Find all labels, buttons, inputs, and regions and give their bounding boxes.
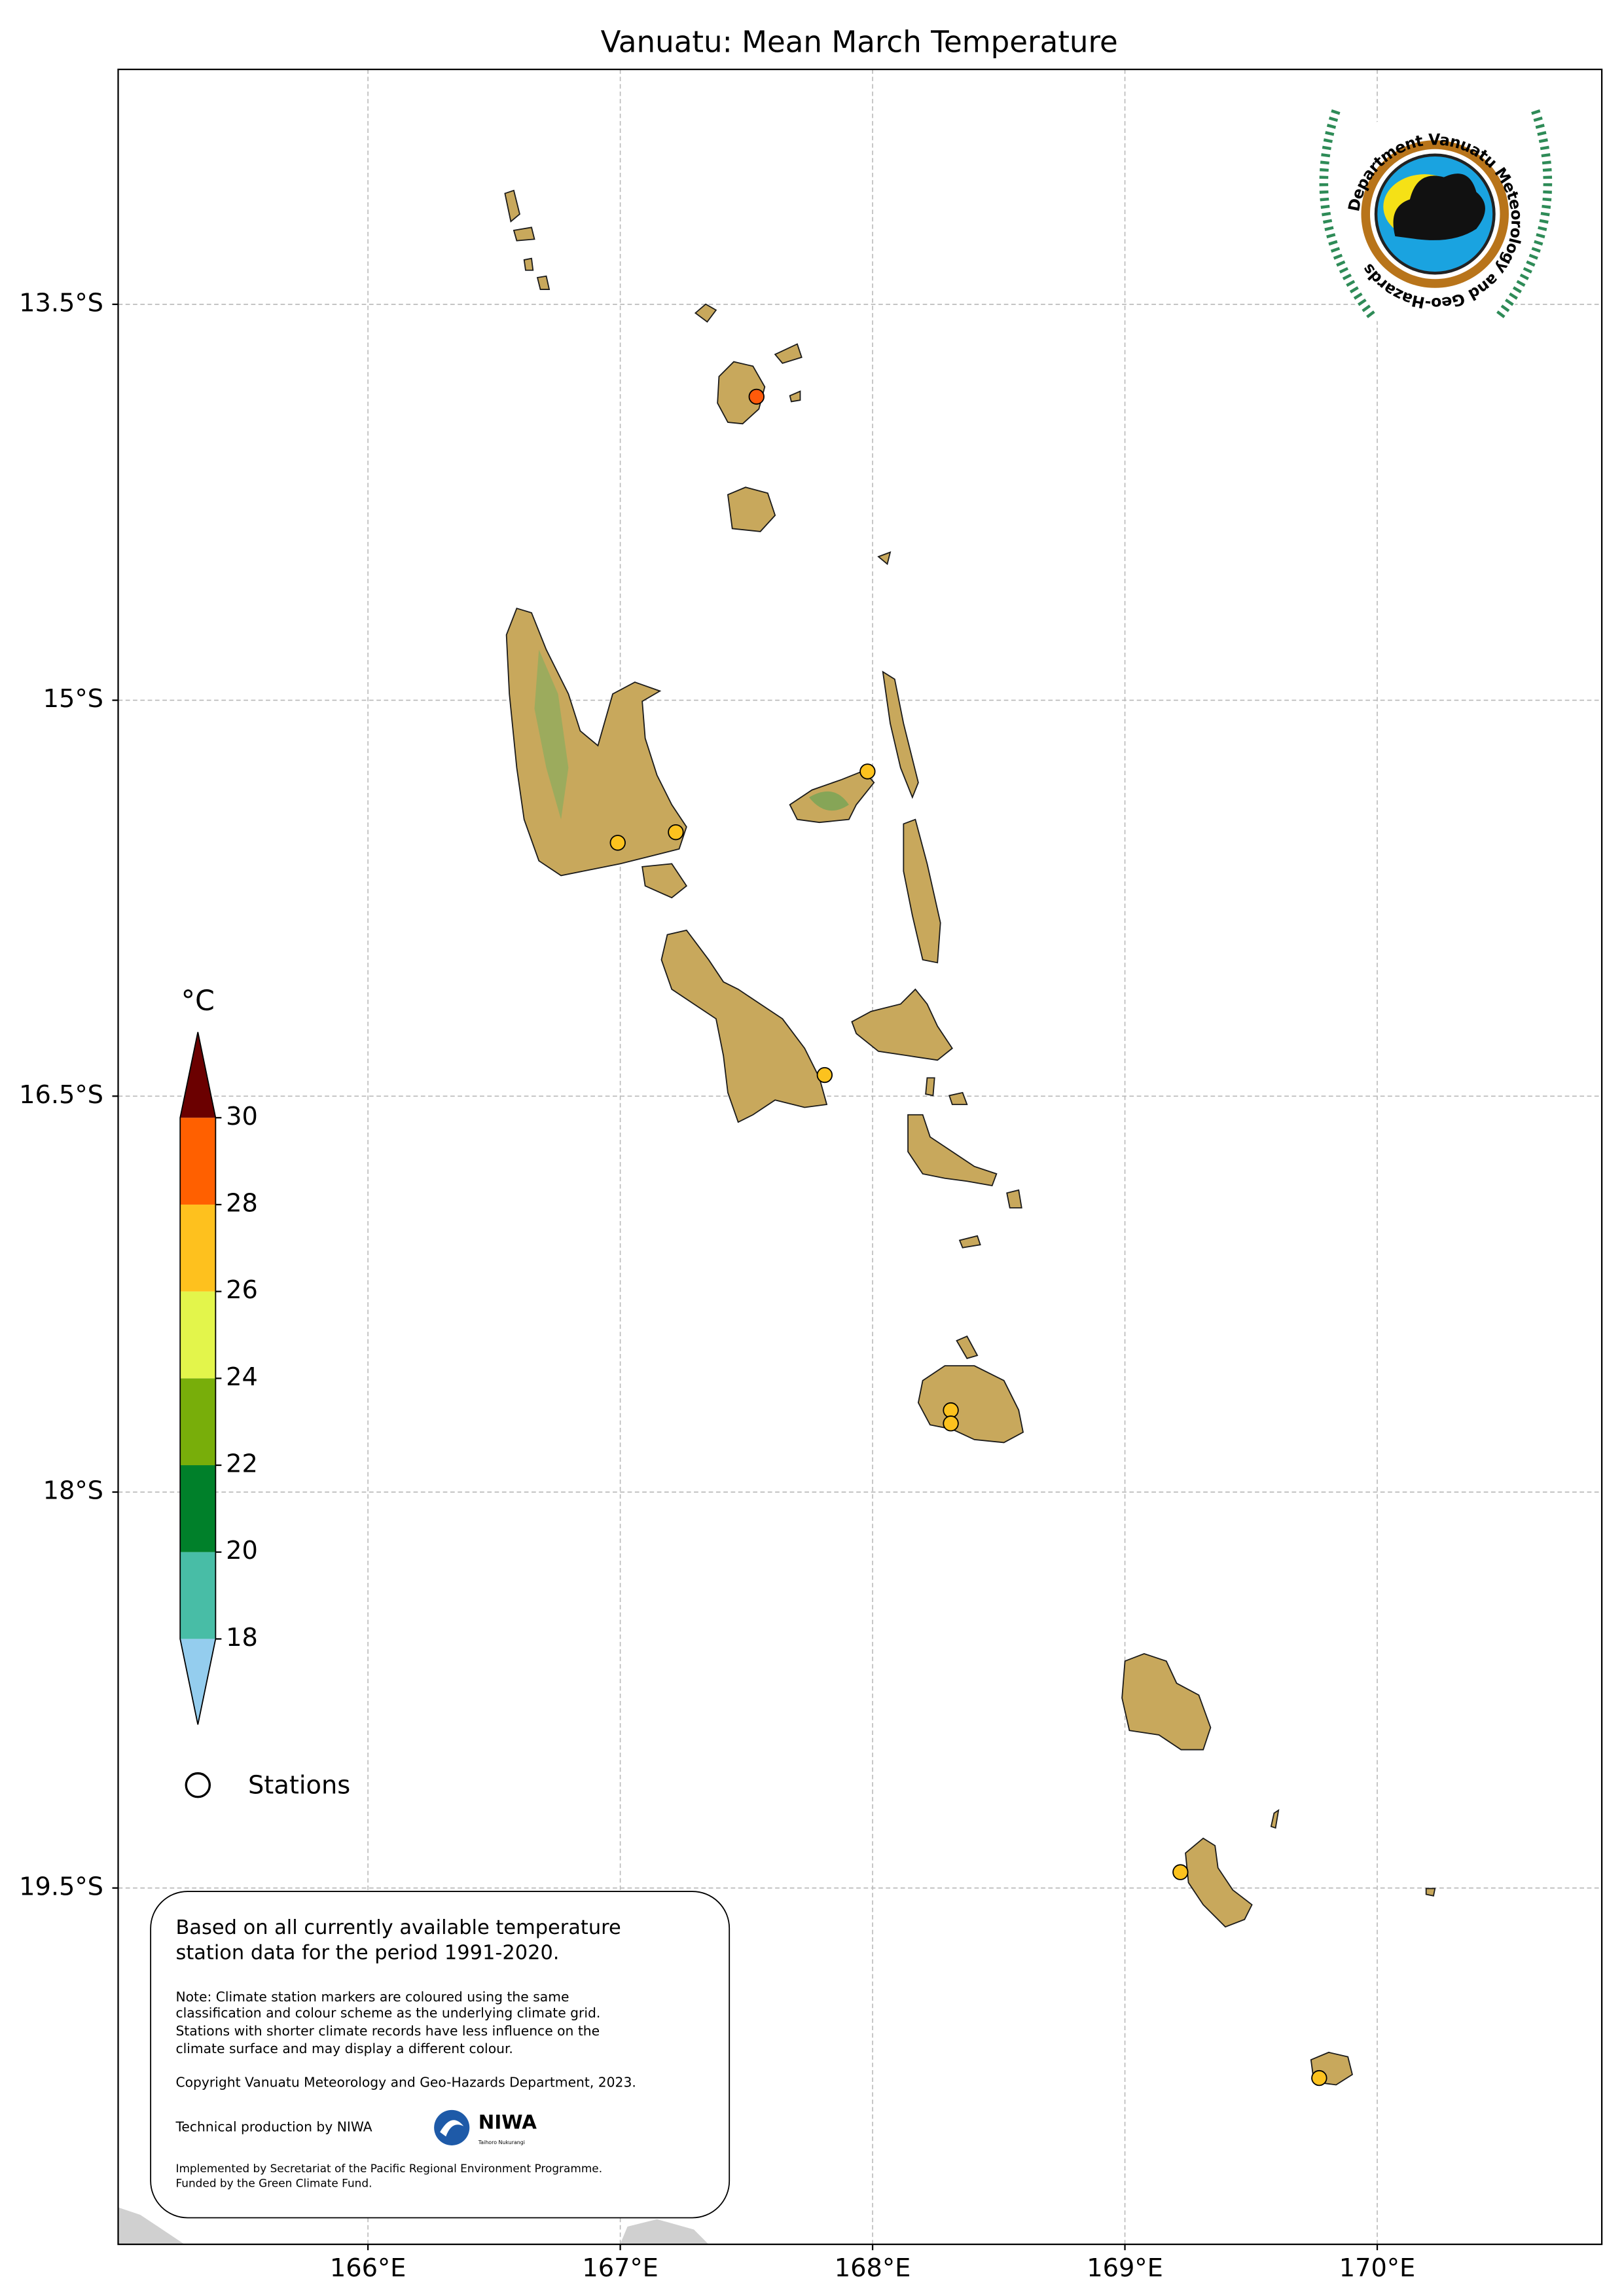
colorbar-tick-label: 30 [226, 1102, 258, 1131]
station [943, 1402, 959, 1419]
niwa-emblem [434, 2109, 470, 2145]
y-tick-label: 15°S [43, 684, 103, 714]
island [1185, 1837, 1253, 1928]
y-tick-label: 13.5°S [19, 288, 103, 318]
colorbar-band [180, 1378, 216, 1466]
colorbar-tick-label: 18 [226, 1623, 258, 1652]
island [882, 670, 919, 799]
logo: Department Vanuatu Meteorology and Geo-H… [1319, 106, 1553, 337]
terrain-highlight [534, 649, 569, 820]
island [641, 863, 688, 899]
colorbar-tick-label: 26 [226, 1275, 258, 1305]
y-tick-label: 19.5°S [19, 1872, 103, 1901]
copyright: Copyright Vanuatu Meteorology and Geo-Ha… [175, 2075, 636, 2090]
funding-note: Funded by the Green Climate Fund. [175, 2177, 372, 2190]
x-tick-label: 167°E [582, 2253, 659, 2283]
colorbar-over [180, 1032, 216, 1118]
island [877, 551, 892, 566]
map-frame [117, 68, 1603, 2246]
station [668, 824, 684, 841]
island [774, 343, 803, 364]
island [660, 929, 828, 1123]
x-tick-label: 170°E [1339, 2253, 1416, 2283]
station [609, 835, 626, 851]
colorbar-band [180, 1552, 216, 1639]
note-text: classification and colour scheme as the … [175, 2005, 600, 2021]
station [943, 1415, 959, 1432]
colorbar-tick-label: 22 [226, 1449, 258, 1479]
island [523, 257, 534, 271]
island [536, 275, 550, 290]
technical-production: Technical production by NIWA [175, 2119, 372, 2134]
note-text: climate surface and may display a differ… [175, 2041, 513, 2056]
colorbar: °C 18 20 22 24 26 28 30 [179, 985, 258, 1725]
island [1425, 1887, 1436, 1897]
colorbar-band [180, 1204, 216, 1292]
colorbar-band [180, 1465, 216, 1552]
x-tick-label: 169°E [1087, 2253, 1163, 2283]
x-tick-label: 166°E [330, 2253, 406, 2283]
niwa-emblem-swirl [440, 2120, 464, 2137]
logo-cloud [1393, 173, 1485, 240]
island [505, 608, 687, 877]
legend-label: Stations [248, 1770, 350, 1800]
island [504, 189, 520, 223]
colorbar-tick-label: 28 [226, 1188, 258, 1218]
island [789, 390, 801, 403]
island [948, 1091, 968, 1105]
land-neighbour [620, 2219, 709, 2245]
map-title: Vanuatu: Mean March Temperature [601, 25, 1118, 60]
legend-marker [185, 1772, 211, 1798]
colorbar-band [180, 1291, 216, 1379]
y-tick-label: 18°S [43, 1476, 103, 1506]
colorbar-under [180, 1639, 216, 1725]
station-layer [609, 388, 1327, 2086]
terrain-highlight [808, 791, 849, 811]
station [859, 763, 876, 780]
logo-laurel [1319, 109, 1553, 321]
island [925, 1077, 935, 1097]
note-summary: station data for the period 1991-2020. [175, 1941, 559, 1964]
island [956, 1335, 979, 1359]
colorbar-unit: °C [181, 985, 215, 1017]
note-text: Note: Climate station markers are colour… [175, 1989, 569, 2005]
note-box: Based on all currently available tempera… [150, 1891, 731, 2219]
island [903, 818, 941, 964]
island [513, 227, 535, 242]
colorbar-tick-label: 20 [226, 1536, 258, 1565]
niwa-tagline: Taihoro Nukurangi [478, 2140, 525, 2145]
island [851, 988, 953, 1061]
island [958, 1235, 981, 1248]
station [1311, 2069, 1327, 2086]
island [907, 1114, 998, 1187]
niwa-name: NIWA [478, 2111, 537, 2134]
note-frame [150, 1891, 731, 2219]
island [717, 361, 766, 425]
land-neighbour [118, 2207, 185, 2245]
colorbar-band [180, 1118, 216, 1205]
island [1121, 1652, 1212, 1751]
island [1006, 1189, 1022, 1209]
island [1270, 1809, 1280, 1829]
station [748, 388, 765, 405]
station [816, 1066, 833, 1084]
note-text: Stations with shorter climate records ha… [175, 2023, 600, 2039]
y-tick-label: 16.5°S [19, 1080, 103, 1110]
grid-layer [118, 69, 1602, 2245]
island [727, 486, 776, 532]
island [694, 303, 717, 323]
note-summary: Based on all currently available tempera… [175, 1916, 621, 1939]
x-tick-label: 168°E [835, 2253, 911, 2283]
station [1172, 1864, 1189, 1880]
colorbar-tick-label: 24 [226, 1362, 258, 1392]
funding-note: Implemented by Secretariat of the Pacifi… [175, 2162, 602, 2175]
